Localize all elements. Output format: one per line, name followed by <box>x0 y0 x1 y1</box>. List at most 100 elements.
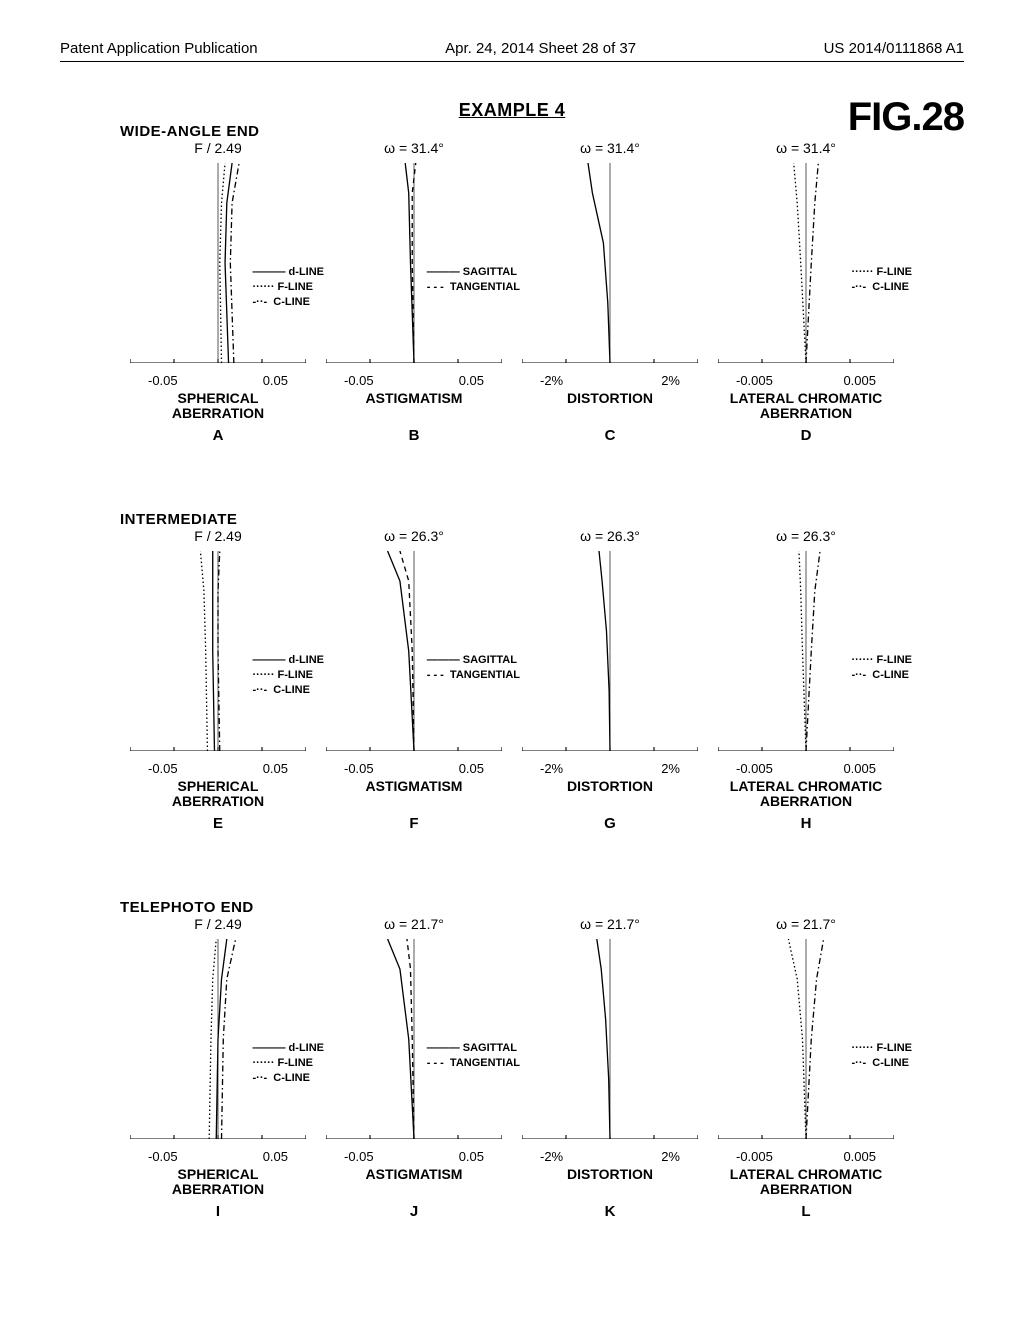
row-cells: F / 2.49 ——— d-LINE ······ F-LINE -··- C-… <box>120 891 904 1279</box>
axis-labels: -2% 2% <box>512 1149 708 1164</box>
chart-cell: ω = 26.3°······ F-LINE -··- C-LINE-0.005… <box>708 503 904 891</box>
cell-top-label: ω = 31.4° <box>512 140 708 156</box>
cell-title: ASTIGMATISM <box>316 779 512 794</box>
axis-labels: -0.05 0.05 <box>120 761 316 776</box>
xtick-left: -0.05 <box>148 761 178 776</box>
cell-title: DISTORTION <box>512 391 708 406</box>
xtick-right: 2% <box>661 1149 680 1164</box>
chart-cell: ω = 31.4°······ F-LINE -··- C-LINE-0.005… <box>708 115 904 503</box>
xtick-right: 0.005 <box>843 373 876 388</box>
cell-title: ASTIGMATISM <box>316 1167 512 1182</box>
aberration-plot <box>718 163 894 363</box>
cell-title: DISTORTION <box>512 1167 708 1182</box>
chart-cell: ω = 26.3° -2%2% DISTORTION G <box>512 503 708 891</box>
chart-cell: F / 2.49——— d-LINE ······ F-LINE -··- C-… <box>120 115 316 503</box>
xtick-right: 0.005 <box>843 1149 876 1164</box>
sub-letter: E <box>120 815 316 832</box>
xtick-left: -0.005 <box>736 761 773 776</box>
xtick-right: 0.05 <box>263 761 288 776</box>
cell-top-label: ω = 31.4° <box>316 140 512 156</box>
header-center: Apr. 24, 2014 Sheet 28 of 37 <box>445 40 636 57</box>
cell-title: ASTIGMATISM <box>316 391 512 406</box>
cell-title: DISTORTION <box>512 779 708 794</box>
cell-title: SPHERICALABERRATION <box>120 391 316 420</box>
axis-labels: -0.050.05 <box>316 373 512 388</box>
plot-legend: ······ F-LINE -··- C-LINE <box>852 265 912 295</box>
cell-top-label: F / 2.49 <box>120 916 316 932</box>
aberration-plot <box>718 939 894 1139</box>
chart-cell: ω = 31.4°——— SAGITTAL - - - TANGENTIAL-0… <box>316 115 512 503</box>
sub-letter: G <box>512 815 708 832</box>
xtick-left: -2% <box>540 1149 563 1164</box>
row-cells: F / 2.49——— d-LINE ······ F-LINE -··- C-… <box>120 503 904 891</box>
chart-cell: F / 2.49——— d-LINE ······ F-LINE -··- C-… <box>120 891 316 1279</box>
aberration-plot <box>326 939 502 1139</box>
page-header: Patent Application Publication Apr. 24, … <box>60 40 964 62</box>
axis-labels: -0.05 0.05 <box>316 1149 512 1164</box>
aberration-plot <box>522 939 698 1139</box>
plot-legend: ······ F-LINE -··- C-LINE <box>852 1041 912 1071</box>
xtick-left: -0.05 <box>344 373 374 388</box>
chart-row: TELEPHOTO ENDF / 2.49——— d-LINE ······ F… <box>120 891 904 1279</box>
plot-legend: ——— SAGITTAL - - - TANGENTIAL <box>427 1041 520 1071</box>
cell-title: SPHERICALABERRATION <box>120 779 316 808</box>
plot-legend: ——— SAGITTAL - - - TANGENTIAL <box>427 653 520 683</box>
chart-cell: ω = 31.4° -2% 2% DISTORTION C <box>512 115 708 503</box>
sub-letter: J <box>316 1203 512 1220</box>
aberration-plot <box>522 551 698 751</box>
sub-letter: D <box>708 427 904 444</box>
cell-top-label: ω = 26.3° <box>316 528 512 544</box>
sub-letter: F <box>316 815 512 832</box>
cell-top-label: ω = 26.3° <box>708 528 904 544</box>
xtick-right: 2% <box>661 761 680 776</box>
sub-letter: L <box>708 1203 904 1220</box>
aberration-plot <box>522 163 698 363</box>
cell-top-label: ω = 31.4° <box>708 140 904 156</box>
axis-labels: -0.050.05 <box>120 1149 316 1164</box>
axis-labels: -0.05 0.05 <box>120 373 316 388</box>
plot-legend: ——— d-LINE ······ F-LINE -··- C-LINE <box>253 653 325 698</box>
cell-top-label: ω = 21.7° <box>512 916 708 932</box>
page: Patent Application Publication Apr. 24, … <box>0 0 1024 1320</box>
xtick-right: 2% <box>661 373 680 388</box>
aberration-plot <box>326 551 502 751</box>
xtick-right: 0.05 <box>459 1149 484 1164</box>
sub-letter: I <box>120 1203 316 1220</box>
axis-labels: -0.005 0.005 <box>708 761 904 776</box>
axis-labels: -2% 2% <box>512 373 708 388</box>
chart-cell: ω = 21.7°······ F-LINE -··- C-LINE-0.005… <box>708 891 904 1279</box>
chart-cell: ω = 21.7° -2% 2% DISTORTION K <box>512 891 708 1279</box>
xtick-left: -0.05 <box>344 1149 374 1164</box>
plot-legend: ——— d-LINE ······ F-LINE -··- C-LINE <box>253 265 325 310</box>
xtick-right: 0.005 <box>843 761 876 776</box>
plot-legend: ······ F-LINE -··- C-LINE <box>852 653 912 683</box>
sub-letter: C <box>512 427 708 444</box>
aberration-plot <box>718 551 894 751</box>
cell-title: LATERAL CHROMATICABERRATION <box>708 779 904 808</box>
aberration-plot <box>130 163 306 363</box>
plot-legend: ——— d-LINE ······ F-LINE -··- C-LINE <box>253 1041 325 1086</box>
xtick-right: 0.05 <box>459 761 484 776</box>
aberration-plot <box>326 163 502 363</box>
xtick-left: -2% <box>540 373 563 388</box>
xtick-left: -0.05 <box>148 373 178 388</box>
axis-labels: -2%2% <box>512 761 708 776</box>
sub-letter: K <box>512 1203 708 1220</box>
cell-top-label: ω = 21.7° <box>316 916 512 932</box>
row-cells: F / 2.49——— d-LINE ······ F-LINE -··- C-… <box>120 115 904 503</box>
cell-top-label: ω = 21.7° <box>708 916 904 932</box>
sub-letter: B <box>316 427 512 444</box>
xtick-right: 0.05 <box>263 1149 288 1164</box>
xtick-left: -0.05 <box>344 761 374 776</box>
xtick-left: -0.005 <box>736 1149 773 1164</box>
cell-top-label: ω = 26.3° <box>512 528 708 544</box>
sub-letter: A <box>120 427 316 444</box>
axis-labels: -0.005 0.005 <box>708 1149 904 1164</box>
xtick-right: 0.05 <box>263 373 288 388</box>
chart-row: INTERMEDIATEF / 2.49——— d-LINE ······ F-… <box>120 503 904 891</box>
axis-labels: -0.05 0.05 <box>316 761 512 776</box>
chart-grid: WIDE-ANGLE ENDF / 2.49——— d-LINE ······ … <box>120 115 904 1280</box>
cell-title: SPHERICALABERRATION <box>120 1167 316 1196</box>
plot-legend: ——— SAGITTAL - - - TANGENTIAL <box>427 265 520 295</box>
cell-title: LATERAL CHROMATICABERRATION <box>708 1167 904 1196</box>
